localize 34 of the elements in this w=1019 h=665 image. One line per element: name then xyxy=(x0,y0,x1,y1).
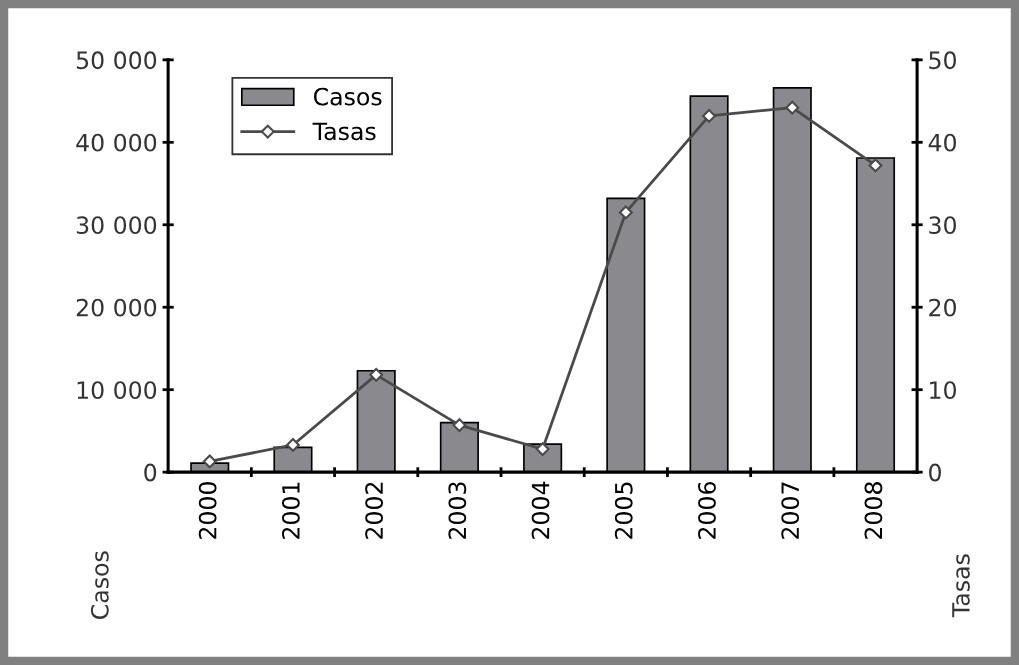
point xyxy=(702,108,716,123)
x-tick-label: 2006 xyxy=(698,481,716,539)
y2-tick-label: 10 xyxy=(930,381,956,399)
y-tick-label: 40 000 xyxy=(76,133,157,152)
y-tick-label: 20 000 xyxy=(76,298,157,317)
y-tick-label: 10 000 xyxy=(77,381,157,399)
y-axis-title: Casos xyxy=(90,551,109,619)
point xyxy=(452,418,467,433)
y-tick-label: 50 000 xyxy=(76,51,157,70)
y-tick-label: 0 xyxy=(144,463,157,482)
legend-label: Tasas xyxy=(312,122,376,141)
x-tick-label: 2003 xyxy=(448,482,467,539)
point xyxy=(785,100,800,115)
point xyxy=(202,454,217,469)
x-tick-label: 2008 xyxy=(864,482,883,539)
y2-tick-label: 30 xyxy=(929,216,956,235)
y2-tick-label: 20 xyxy=(929,298,956,317)
point xyxy=(868,158,883,173)
y2-axis-title: Tasas xyxy=(952,554,970,618)
point xyxy=(535,442,550,456)
point xyxy=(286,438,300,452)
point xyxy=(369,367,384,382)
x-tick-label: 2004 xyxy=(531,481,550,539)
y2-tick-label: 40 xyxy=(928,133,956,152)
x-tick-label: 2001 xyxy=(281,482,300,539)
y2-tick-label: 0 xyxy=(929,463,941,482)
legend-label: Casos xyxy=(313,87,382,106)
x-tick-label: 2000 xyxy=(198,482,217,539)
x-tick-label: 2007 xyxy=(781,482,800,539)
x-tick-label: 2005 xyxy=(614,482,633,539)
point xyxy=(618,205,633,220)
x-tick-label: 2002 xyxy=(365,482,384,539)
y-tick-label: 30 000 xyxy=(76,216,157,235)
y2-tick-label: 50 xyxy=(929,51,956,70)
